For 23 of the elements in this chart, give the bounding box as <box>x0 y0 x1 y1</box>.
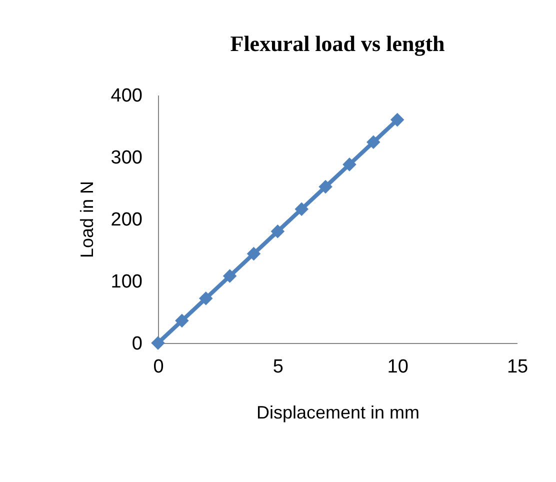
y-tick-label: 0 <box>132 334 142 354</box>
point <box>294 202 308 216</box>
y-tick-label: 400 <box>110 86 142 106</box>
y-axis-title: Load in N <box>76 180 97 258</box>
point <box>342 158 356 172</box>
point <box>270 224 285 238</box>
point <box>198 291 213 306</box>
x-tick-label: 5 <box>272 356 284 378</box>
x-tick-label: 0 <box>153 356 164 378</box>
point <box>151 336 165 350</box>
point <box>175 314 189 328</box>
y-tick-label: 100 <box>110 272 142 292</box>
y-tick-label: 300 <box>110 148 142 168</box>
point <box>222 269 237 283</box>
point <box>390 112 404 127</box>
point <box>318 180 332 194</box>
point <box>246 246 261 261</box>
y-tick-label: 200 <box>110 210 142 230</box>
chart-title: Flexural load vs length <box>230 31 445 56</box>
point <box>366 135 380 150</box>
x-tick-label: 10 <box>387 356 408 378</box>
x-axis-title: Displacement in mm <box>256 402 420 422</box>
x-tick-label: 15 <box>506 356 528 378</box>
